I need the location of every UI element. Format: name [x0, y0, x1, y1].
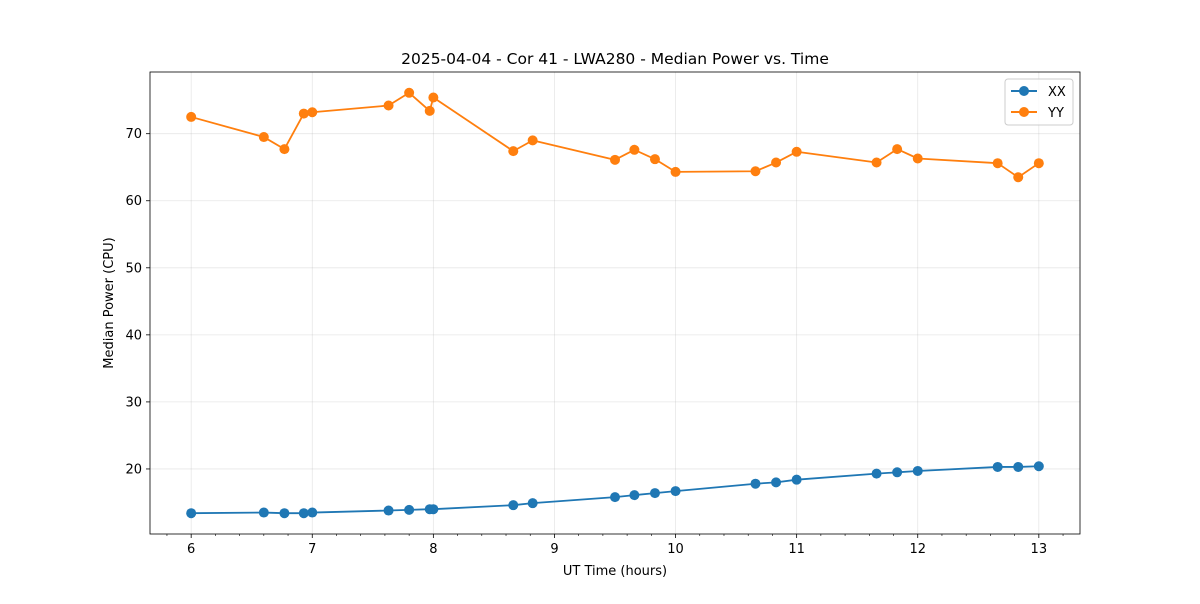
- data-point-xx: [527, 498, 538, 509]
- data-point-xx: [670, 486, 681, 497]
- plot-frame: [149, 71, 1081, 535]
- data-point-xx: [871, 468, 882, 479]
- data-point-xx: [279, 508, 290, 519]
- data-point-xx: [649, 488, 660, 499]
- legend-marker-yy: [1019, 107, 1029, 117]
- x-tick-label: 10: [667, 542, 684, 557]
- data-point-yy: [383, 100, 394, 111]
- x-tick-label: 7: [308, 542, 316, 557]
- legend-marker-xx: [1019, 86, 1029, 96]
- data-point-yy: [791, 146, 802, 157]
- y-axis-label: Median Power (CPU): [102, 237, 117, 368]
- data-point-yy: [912, 153, 923, 164]
- data-point-yy: [279, 144, 290, 155]
- legend: XX YY: [1004, 78, 1074, 126]
- series-layer: [186, 87, 1044, 519]
- y-tick-label: 70: [125, 127, 142, 142]
- data-point-yy: [750, 166, 761, 177]
- legend-label-yy: YY: [1047, 106, 1064, 121]
- data-point-xx: [750, 478, 761, 489]
- data-point-yy: [428, 92, 439, 103]
- data-point-yy: [649, 154, 660, 165]
- plot-area: [150, 72, 1080, 534]
- data-point-xx: [383, 505, 394, 516]
- data-point-yy: [1013, 172, 1024, 183]
- data-point-yy: [771, 157, 782, 168]
- data-point-xx: [298, 508, 309, 519]
- data-point-yy: [992, 158, 1003, 169]
- data-point-xx: [186, 508, 197, 519]
- data-point-xx: [1033, 461, 1044, 472]
- data-point-xx: [912, 465, 923, 476]
- data-point-yy: [527, 135, 538, 146]
- x-axis: 6 7 8 9 10 11 12 13: [166, 534, 1064, 557]
- data-point-xx: [428, 504, 439, 515]
- data-point-yy: [404, 87, 415, 98]
- y-tick-label: 30: [125, 395, 142, 410]
- data-point-xx: [629, 490, 640, 501]
- data-point-yy: [424, 105, 435, 116]
- x-axis-label: UT Time (hours): [563, 564, 667, 579]
- data-point-xx: [771, 477, 782, 488]
- legend-label-xx: XX: [1048, 85, 1066, 100]
- y-axis: 20 30 40 50 60 70: [125, 127, 150, 477]
- data-point-yy: [298, 108, 309, 119]
- data-point-xx: [1013, 461, 1024, 472]
- data-point-yy: [892, 144, 903, 155]
- x-tick-label: 8: [429, 542, 437, 557]
- y-tick-label: 60: [125, 194, 142, 209]
- data-point-yy: [186, 111, 197, 122]
- data-point-xx: [892, 467, 903, 478]
- x-tick-label: 11: [788, 542, 805, 557]
- data-point-yy: [871, 157, 882, 168]
- data-point-xx: [508, 500, 519, 511]
- x-tick-label: 13: [1031, 542, 1048, 557]
- data-point-xx: [258, 507, 269, 518]
- data-point-yy: [258, 132, 269, 143]
- y-tick-label: 20: [125, 462, 142, 477]
- data-point-yy: [629, 144, 640, 155]
- data-point-yy: [1033, 158, 1044, 169]
- data-point-xx: [307, 507, 318, 518]
- data-point-xx: [610, 492, 620, 503]
- data-point-yy: [670, 166, 681, 177]
- x-tick-label: 6: [187, 542, 195, 557]
- data-point-xx: [404, 504, 415, 515]
- x-tick-label: 12: [909, 542, 926, 557]
- x-tick-label: 9: [550, 542, 558, 557]
- data-point-yy: [508, 146, 519, 157]
- data-point-xx: [791, 474, 802, 485]
- data-point-yy: [307, 107, 318, 118]
- data-point-xx: [992, 461, 1003, 472]
- y-tick-label: 40: [125, 328, 142, 343]
- data-point-yy: [610, 154, 620, 165]
- y-tick-label: 50: [125, 261, 142, 276]
- chart-title: 2025-04-04 - Cor 41 - LWA280 - Median Po…: [401, 50, 829, 68]
